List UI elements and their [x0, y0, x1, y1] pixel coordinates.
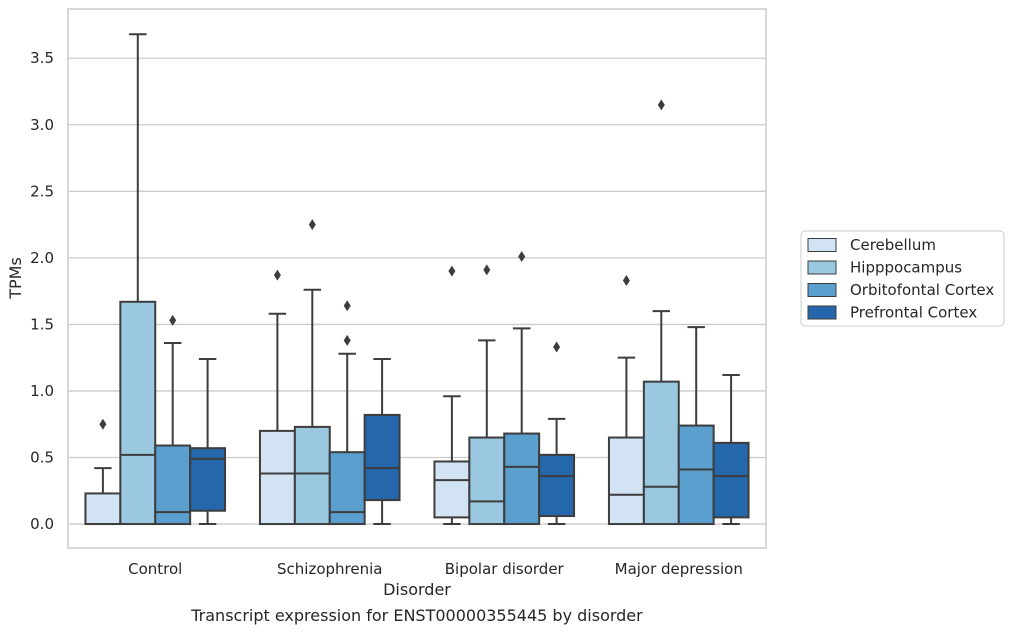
box-body [119, 300, 157, 526]
box-orbitofontal-cortex [503, 251, 541, 526]
box-orbitofontal-cortex [154, 314, 192, 526]
box-prefrontal-cortex [363, 358, 401, 526]
legend-label: Prefrontal Cortex [850, 304, 977, 322]
box-body [503, 432, 541, 526]
legend-item: Cerebellum [807, 236, 936, 254]
legend-frame [800, 230, 1005, 327]
x-tick-label: Control [128, 560, 182, 578]
box-cerebellum [84, 418, 122, 526]
figure-caption: Transcript expression for ENST0000035544… [191, 606, 643, 625]
outlier-point [622, 274, 630, 286]
outlier-point [99, 418, 107, 430]
box-body [538, 453, 576, 518]
box-hipppocampus [119, 33, 157, 526]
box-cerebellum [258, 269, 296, 526]
outlier-point [308, 219, 316, 231]
box-body [84, 492, 122, 526]
box-body [189, 447, 227, 512]
box-body [433, 460, 471, 519]
y-axis-label: TPMs [6, 257, 25, 300]
box-cerebellum [433, 265, 471, 526]
plot-frame [67, 8, 767, 549]
legend-label: Cerebellum [850, 236, 936, 254]
x-tick-labels: Control Schizophrenia Bipolar disorder Majo… [128, 560, 743, 578]
box-hipppocampus [468, 264, 506, 526]
legend-label: Hipppocampus [850, 259, 962, 277]
box-cerebellum [607, 274, 645, 526]
outlier-point [448, 265, 456, 277]
box-plots [84, 33, 750, 526]
y-tick-label: 1.0 [30, 382, 54, 400]
box-body [468, 436, 506, 526]
outlier-point [518, 251, 526, 263]
box-body [328, 451, 366, 526]
legend: Cerebellum Hipppocampus Orbitofontal Corte… [800, 230, 1005, 327]
y-tick-label: 0.5 [30, 449, 54, 467]
legend-swatch [807, 260, 837, 275]
x-axis-label: Disorder [383, 580, 451, 599]
y-tick-label: 2.5 [30, 182, 54, 200]
box-hipppocampus [642, 99, 680, 526]
y-tick-label: 3.0 [30, 116, 54, 134]
y-tick-label: 1.5 [30, 315, 54, 333]
box-body [677, 424, 715, 526]
box-body [712, 441, 750, 519]
box-prefrontal-cortex [189, 358, 227, 526]
box-body [258, 429, 296, 526]
box-prefrontal-cortex [712, 373, 750, 526]
legend-swatch [807, 305, 837, 320]
y-tick-label: 2.0 [30, 249, 54, 267]
x-tick-label: Major depression [615, 560, 743, 578]
legend-item: Hipppocampus [807, 259, 962, 277]
x-tick-label: Schizophrenia [277, 560, 382, 578]
outlier-point [169, 314, 177, 326]
x-tick-label: Bipolar disorder [445, 560, 565, 578]
box-body [293, 425, 331, 526]
legend-swatch [807, 238, 837, 252]
outlier-point [483, 264, 491, 276]
y-tick-labels: 0.0 0.5 1.0 1.5 2.0 2.5 3.0 3.5 [30, 49, 54, 533]
box-body [363, 413, 401, 502]
box-orbitofontal-cortex [677, 326, 715, 526]
box-prefrontal-cortex [538, 341, 576, 526]
outlier-point [657, 99, 665, 111]
outlier-point [553, 341, 561, 353]
legend-item: Prefrontal Cortex [807, 304, 977, 322]
box-hipppocampus [293, 219, 331, 526]
outlier-point [273, 269, 281, 281]
box-body [642, 380, 680, 526]
legend-label: Orbitofontal Cortex [850, 281, 994, 299]
outlier-point [343, 300, 351, 312]
box-orbitofontal-cortex [328, 300, 366, 526]
outlier-point [343, 334, 351, 346]
box-body [607, 436, 645, 526]
y-tick-label: 0.0 [30, 515, 54, 533]
legend-swatch [807, 283, 837, 297]
y-tick-label: 3.5 [30, 49, 54, 67]
legend-item: Orbitofontal Cortex [807, 281, 994, 299]
